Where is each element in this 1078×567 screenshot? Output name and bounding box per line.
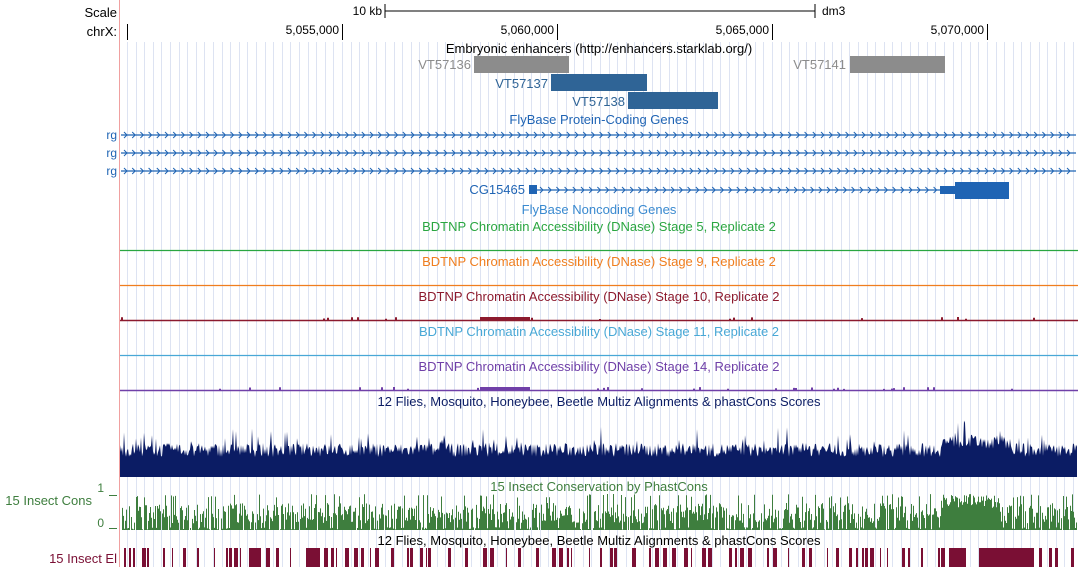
enhancer-label: VT57141 [793,57,846,72]
gene-label: rg [106,128,117,142]
track-title: BDTNP Chromatin Accessibility (DNase) St… [418,289,779,304]
ruler-tick-5060000: 5,060,000 [501,23,558,40]
track-title: BDTNP Chromatin Accessibility (DNase) St… [418,359,779,374]
track-embryonic-enhancers[interactable]: Embryonic enhancers (http://enhancers.st… [418,41,945,109]
track-title: BDTNP Chromatin Accessibility (DNase) St… [422,219,776,234]
ruler-tick-label: 5,070,000 [931,23,985,37]
ruler-tick-label: 5,065,000 [716,23,770,37]
track-title: Embryonic enhancers (http://enhancers.st… [446,41,752,56]
track-title: BDTNP Chromatin Accessibility (DNase) St… [422,254,776,269]
enhancer-label: VT57138 [572,94,625,109]
track-dnase-stage-5[interactable]: BDTNP Chromatin Accessibility (DNase) St… [120,219,1078,252]
track-title: 15 Insect Conservation by PhastCons [490,479,708,494]
multiz-density-area [120,420,1077,477]
track-title: FlyBase Protein-Coding Genes [509,112,689,127]
y-axis-max-label: 1 [97,481,104,495]
gene-label: rg [106,164,117,178]
y-axis-min-label: 0 [97,516,104,530]
ruler-tick-label: 5,060,000 [501,23,555,37]
ruler[interactable]: Scale chrX: 10 kb dm3 5,055,000 5,060,00… [84,4,988,40]
ruler-tick-5065000: 5,065,000 [716,23,773,40]
chrom-label: chrX: [87,24,117,39]
side-label: 15 Insect El [49,551,117,566]
ruler-tick-5055000: 5,055,000 [286,23,343,40]
track-flybase-protein-coding-genes[interactable]: FlyBase Protein-Coding Genes rg rg rg CG… [106,112,1076,199]
track-15-insect-conservation[interactable]: 15 Insect Conservation by PhastCons 15 I… [5,479,1077,530]
track-15-insect-elements[interactable]: 12 Flies, Mosquito, Honeybee, Beetle Mul… [49,533,1074,567]
enhancer-vt57141[interactable]: VT57141 [793,56,945,73]
ruler-tick-5070000: 5,070,000 [931,23,988,40]
track-dnase-stage-11[interactable]: BDTNP Chromatin Accessibility (DNase) St… [120,324,1078,357]
track-dnase-stage-14[interactable]: BDTNP Chromatin Accessibility (DNase) St… [120,359,1078,392]
gene-rg-row-3[interactable]: rg [106,164,1076,178]
track-title: BDTNP Chromatin Accessibility (DNase) St… [419,324,779,339]
enhancer-vt57136[interactable]: VT57136 [418,56,569,73]
track-title: 12 Flies, Mosquito, Honeybee, Beetle Mul… [378,533,821,548]
conserved-element-blocks [124,548,1074,567]
enhancer-label: VT57136 [418,57,471,72]
assembly-label: dm3 [822,4,846,18]
vertical-guidelines [127,42,1074,567]
enhancer-label: VT57137 [495,76,548,91]
track-dnase-stage-10[interactable]: BDTNP Chromatin Accessibility (DNase) St… [120,289,1078,322]
enhancer-vt57137[interactable]: VT57137 [495,74,647,91]
gene-label: CG15465 [469,182,525,197]
scale-bar [384,4,816,18]
track-title: 12 Flies, Mosquito, Honeybee, Beetle Mul… [378,394,821,409]
ruler-tick-label: 5,055,000 [286,23,340,37]
track-dnase-stage-9[interactable]: BDTNP Chromatin Accessibility (DNase) St… [120,254,1078,287]
gene-rg-row-2[interactable]: rg [106,146,1076,160]
gene-label: rg [106,146,117,160]
scale-bar-label: 10 kb [353,4,383,18]
gene-cg15465[interactable]: CG15465 [469,182,1009,199]
phastcons-score-bars [122,494,1077,530]
side-label: 15 Insect Cons [5,493,92,508]
track-title-flybase-noncoding-genes[interactable]: FlyBase Noncoding Genes [522,202,677,217]
scale-label: Scale [84,5,117,20]
gene-rg-row-1[interactable]: rg [106,128,1076,142]
track-multiz-alignments[interactable]: 12 Flies, Mosquito, Honeybee, Beetle Mul… [120,394,1077,477]
enhancer-vt57138[interactable]: VT57138 [572,92,718,109]
